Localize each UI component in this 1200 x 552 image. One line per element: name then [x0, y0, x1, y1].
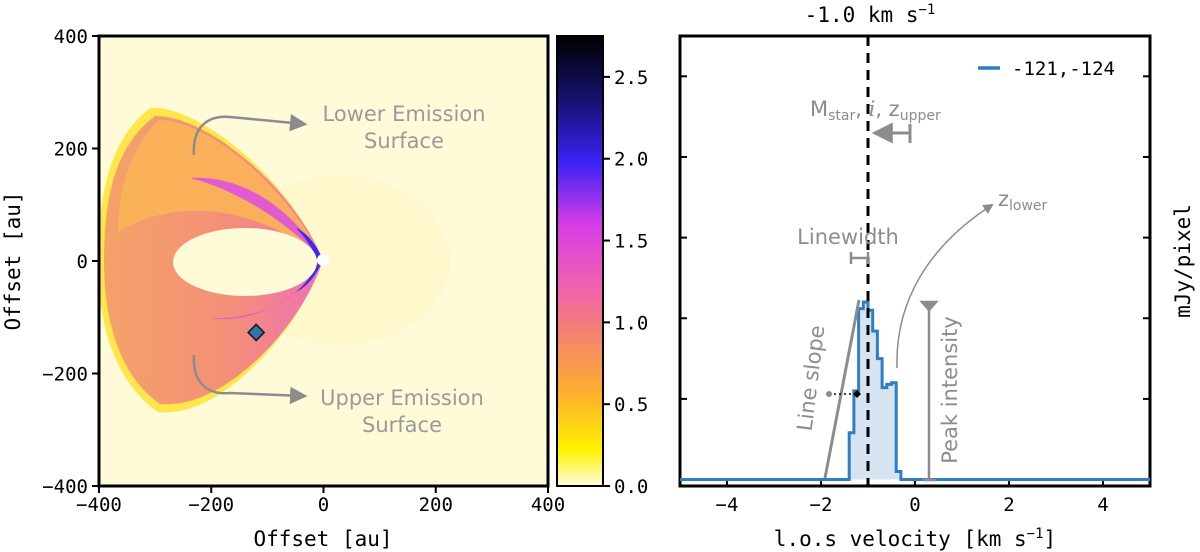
spectrum-x-tick-label: −2: [810, 494, 833, 516]
spectrum-x-tick-label: 4: [1097, 494, 1108, 516]
peak-intensity-bracket: [919, 300, 939, 482]
half-max-marker: [826, 390, 861, 398]
colorbar: 0.0 0.5 1.0 1.5 2.0 2.5: [556, 35, 648, 498]
legend-label: -121,-124: [1012, 58, 1115, 80]
colorbar-tick-label: 2.5: [614, 67, 648, 89]
lower-surface-arrow: [192, 113, 308, 156]
map-y-ticks: 400 200 0 −200 −400: [42, 26, 99, 498]
zlower-arrow: [896, 203, 994, 369]
peak-intensity-label: Peak intensity: [938, 316, 962, 464]
mstar-incl-zupper-label: Mstar, i, zupper: [810, 97, 941, 124]
selected-pixel-marker[interactable]: [247, 323, 266, 342]
map-x-tick-label: −200: [188, 494, 234, 516]
spectrum-x-tick-label: 2: [1003, 494, 1014, 516]
upper-emission-label-line1: Upper Emission: [320, 386, 484, 410]
colorbar-frame: [556, 35, 604, 487]
colorbar-tick-label: 1.5: [614, 231, 648, 253]
map-y-tick-label: −400: [42, 476, 88, 498]
spectrum-x-axis-label: l.o.s velocity [km s−1]: [774, 526, 1056, 551]
colorbar-tick-label: 2.0: [614, 149, 648, 171]
lower-emission-label-line1: Lower Emission: [322, 102, 485, 126]
colorbar-gradient: [557, 36, 603, 486]
line-slope-indicator: [823, 299, 861, 479]
colorbar-tick-label: 1.0: [614, 312, 648, 334]
inner-cavity: [173, 228, 317, 296]
emission-map-panel: −400 −200 0 200 400 400 200 0 −200 −400 Offset […: [1, 26, 565, 551]
map-y-tick-label: 200: [54, 139, 88, 161]
upper-emission-label-line2: Surface: [362, 413, 442, 437]
map-y-tick-label: 0: [77, 251, 88, 273]
lower-surface-band: [118, 120, 323, 260]
central-star: [317, 254, 329, 266]
spectrum-panel: −4 −2 0 2 4 -1.0 km s−1 -121,-124 Mstar, i, …: [678, 2, 1152, 551]
spectrum-title: -1.0 km s−1: [805, 2, 936, 27]
map-x-tick-label: −400: [76, 494, 122, 516]
spectrum-frame: [678, 34, 1152, 488]
colorbar-unit-label: mJy/pixel: [1171, 204, 1195, 318]
upper-surface-arrow: [192, 354, 308, 405]
colorbar-tick-label: 0.0: [614, 476, 648, 498]
spectrum-y-ticks: [680, 75, 1150, 481]
map-x-tick-label: 200: [419, 494, 453, 516]
lower-emission-label-line2: Surface: [364, 129, 444, 153]
mstar-arrow: [871, 122, 912, 144]
magenta-band-top: [190, 177, 323, 260]
spectrum-line: [680, 300, 1150, 482]
line-slope-label: Line slope: [793, 324, 830, 432]
map-y-tick-label: −200: [42, 364, 88, 386]
map-y-tick-label: 400: [54, 26, 88, 48]
map-x-axis-label: Offset [au]: [253, 527, 392, 551]
legend: -121,-124: [978, 58, 1115, 80]
map-y-axis-label: Offset [au]: [1, 191, 25, 330]
spectrum-x-tick-label: −4: [716, 494, 739, 516]
map-x-tick-label: 400: [531, 494, 565, 516]
emission-map-image: [99, 107, 450, 413]
colorbar-tick-label: 0.5: [614, 394, 648, 416]
map-x-tick-label: 0: [318, 494, 329, 516]
spectrum-x-tick-label: 0: [909, 494, 920, 516]
linewidth-marker: [849, 252, 870, 264]
spectrum-fill: [680, 302, 1150, 480]
zlower-label: zlower: [998, 187, 1048, 214]
colorbar-ticks: 0.0 0.5 1.0 1.5 2.0 2.5: [603, 67, 648, 498]
map-x-ticks: −400 −200 0 200 400: [76, 486, 565, 516]
linewidth-label: Linewidth: [797, 225, 899, 249]
